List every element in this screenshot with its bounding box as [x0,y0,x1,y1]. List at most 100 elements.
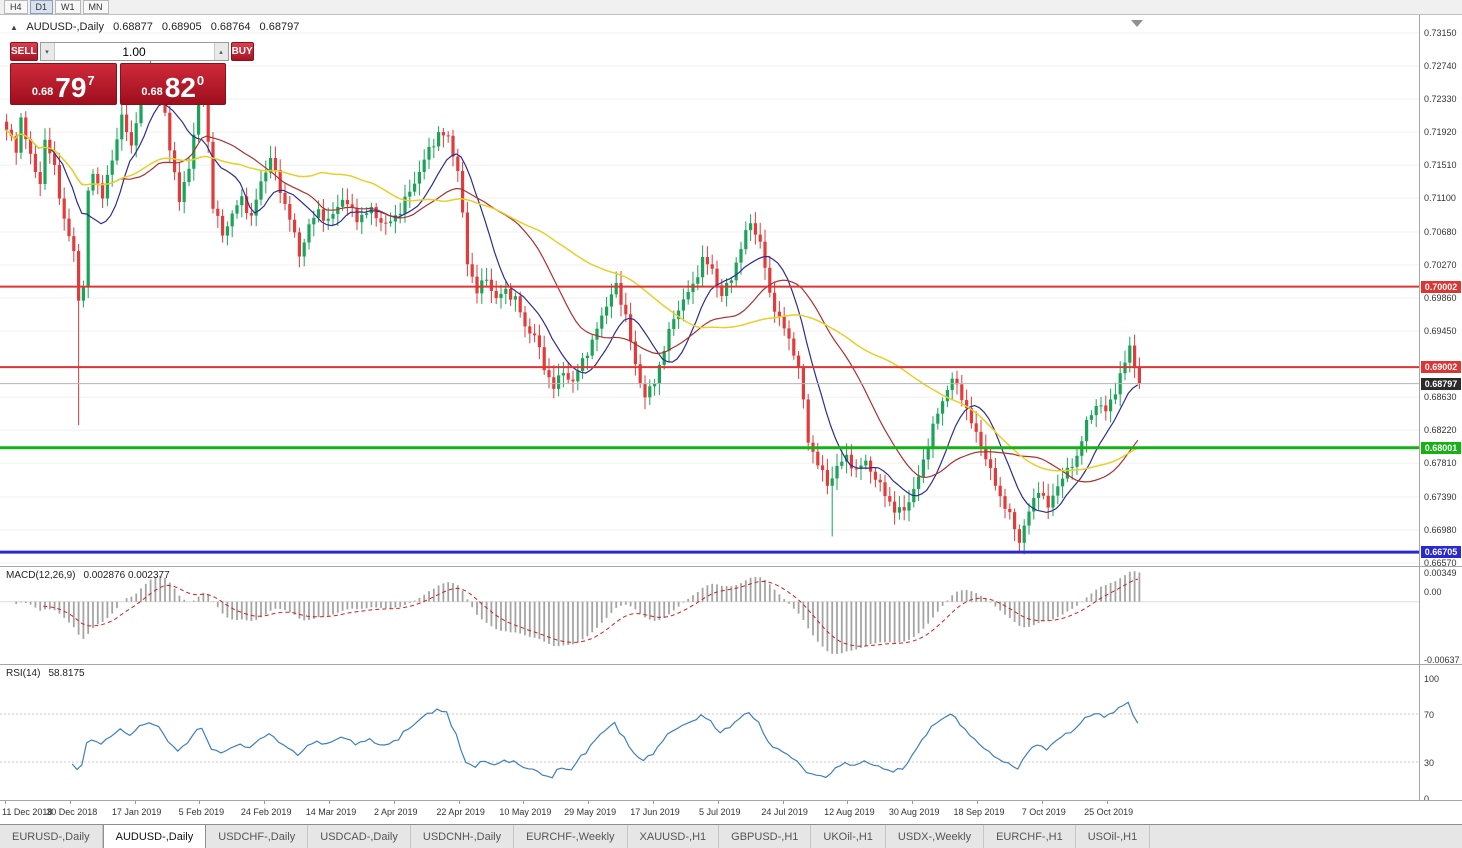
sell-price-big: 79 [55,72,87,103]
macd-scale-label: -0.00637 [1424,655,1460,665]
symbol-title: AUDUSD-,Daily [26,21,104,33]
time-tick [588,801,590,804]
price-scale[interactable]: 0.73150 0.72740 0.72330 0.71920 0.71510 0.711… [1419,15,1462,804]
volume-increase-button[interactable]: ▴ [213,43,228,60]
chart-tab-xauusd-h1[interactable]: XAUUSD-,H1 [628,825,720,848]
date-label: 18 Sep 2019 [953,807,1005,817]
time-tick [1041,801,1043,804]
price-chart-panel[interactable] [0,15,1419,566]
chart-tab-usdchf-daily[interactable]: USDCHF-,Daily [206,825,309,848]
time-scale[interactable]: 11 Dec 2018 30 Dec 2018 17 Jan 2019 5 Feb 2… [0,800,1462,824]
timeframe-button-h4[interactable]: H4 [4,0,28,14]
chart-tab-ukoil-h1[interactable]: UKOil-,H1 [811,825,886,848]
timeframe-button-w1[interactable]: W1 [55,0,81,14]
quote-low: 0.68764 [210,21,251,33]
rsi-scale-label: 100 [1424,674,1440,684]
chart-tab-audusd-daily[interactable]: AUDUSD-,Daily [102,825,207,848]
date-label: 17 Jun 2019 [630,807,680,817]
price-badge: 0.70002 [1421,280,1461,293]
buy-price-button[interactable]: 0.68 82 0 [119,63,226,105]
chart-tab-usdx-weekly[interactable]: USDX-,Weekly [886,825,985,848]
rsi-scale-label: 0 [1424,794,1430,804]
rsi-panel[interactable]: RSI(14) 58.8175 [0,665,1419,800]
time-tick [134,801,136,804]
buy-price-prefix: 0.68 [141,86,163,98]
sell-button[interactable]: SELL [10,42,38,61]
rsi-scale-label: 70 [1424,710,1435,720]
chart-marker-icon: ▲ [10,23,18,32]
sell-price-button[interactable]: 0.68 79 7 [10,63,117,105]
date-label: 22 Apr 2019 [436,807,485,817]
chart-tab-eurchf-h1[interactable]: EURCHF-,H1 [984,825,1076,848]
price-tick: 0.68630 [1424,392,1457,403]
chart-tab-eurchf-weekly[interactable]: EURCHF-,Weekly [514,825,628,848]
panel-splitter-rsi[interactable] [0,664,1462,665]
chart-tab-gbpusd-h1[interactable]: GBPUSD-,H1 [719,825,812,848]
rsi-label: RSI(14) 58.8175 [6,668,85,679]
chart-tab-usdcnh-daily[interactable]: USDCNH-,Daily [411,825,515,848]
date-label: 14 Mar 2019 [305,807,357,817]
chart-tab-usoil-h1[interactable]: USOil-,H1 [1076,825,1151,848]
timeframe-button-d1[interactable]: D1 [29,0,54,14]
volume-decrease-button[interactable]: ▾ [40,43,55,60]
date-label: 24 Feb 2019 [240,807,292,817]
time-tick [1106,801,1108,804]
chart-shift-icon [1131,20,1143,27]
price-tick: 0.67810 [1424,458,1457,469]
date-label: 10 May 2019 [499,807,552,817]
time-tick [653,801,654,804]
date-label: 30 Dec 2018 [46,807,98,817]
price-badge: 0.66705 [1421,546,1461,559]
macd-panel[interactable]: MACD(12,26,9) 0.002876 0.002377 [0,567,1419,664]
time-tick [264,801,266,804]
price-tick: 0.66570 [1424,558,1457,569]
chart-tab-eurusd-daily[interactable]: EURUSD-,Daily [0,825,103,848]
rsi-indicator-chart[interactable] [0,665,1419,800]
price-badge: 0.69002 [1421,361,1461,374]
time-tick [977,801,978,804]
price-tick: 0.71510 [1424,160,1457,171]
quote-open: 0.68877 [113,21,153,33]
candlestick-chart[interactable] [0,15,1419,566]
quote-close: 0.68797 [259,21,300,33]
timeframe-toolbar: H4 D1 W1 MN [0,0,1462,15]
time-tick [717,801,719,804]
time-tick [199,801,201,804]
buy-button[interactable]: BUY [230,42,254,61]
time-tick [458,801,460,804]
price-tick: 0.70680 [1424,226,1457,237]
time-tick [329,801,330,804]
date-label: 25 Oct 2019 [1084,807,1134,817]
volume-box: ▾ ▴ [39,42,229,61]
time-tick [847,801,849,804]
time-tick [782,801,784,804]
macd-label: MACD(12,26,9) 0.002876 0.002377 [6,570,170,581]
date-label: 30 Aug 2019 [888,807,940,817]
timeframe-button-mn[interactable]: MN [82,0,109,14]
buy-price-pip: 0 [196,73,205,88]
price-tick: 0.73150 [1424,28,1457,38]
one-click-trading-panel: SELL ▾ ▴ BUY 0.68 79 7 0.68 82 0 [10,42,254,105]
date-label: 17 Jan 2019 [111,807,162,817]
price-tick: 0.72740 [1424,61,1457,72]
price-tick: 0.71920 [1424,127,1457,138]
price-tick: 0.66980 [1424,524,1457,535]
macd-scale-label: 0.00 [1424,586,1442,597]
volume-input[interactable] [54,43,214,60]
price-tick: 0.67390 [1424,491,1457,502]
date-label: 11 Dec 2018 [2,807,53,817]
date-label: 12 Aug 2019 [824,807,875,817]
price-tick: 0.69860 [1424,293,1457,303]
macd-indicator-chart[interactable] [0,567,1419,664]
quote-high: 0.68905 [161,21,202,33]
date-label: 5 Feb 2019 [178,807,225,817]
chart-tab-usdcad-daily[interactable]: USDCAD-,Daily [308,825,411,848]
rsi-scale-label: 30 [1424,758,1435,768]
time-tick [69,801,71,804]
time-tick [5,801,6,804]
panel-splitter-macd[interactable] [0,566,1462,567]
price-tick: 0.72330 [1424,94,1457,105]
chart-tab-bar: EURUSD-,Daily AUDUSD-,Daily USDCHF-,Daily U… [0,824,1462,848]
price-tick: 0.70270 [1424,259,1457,270]
